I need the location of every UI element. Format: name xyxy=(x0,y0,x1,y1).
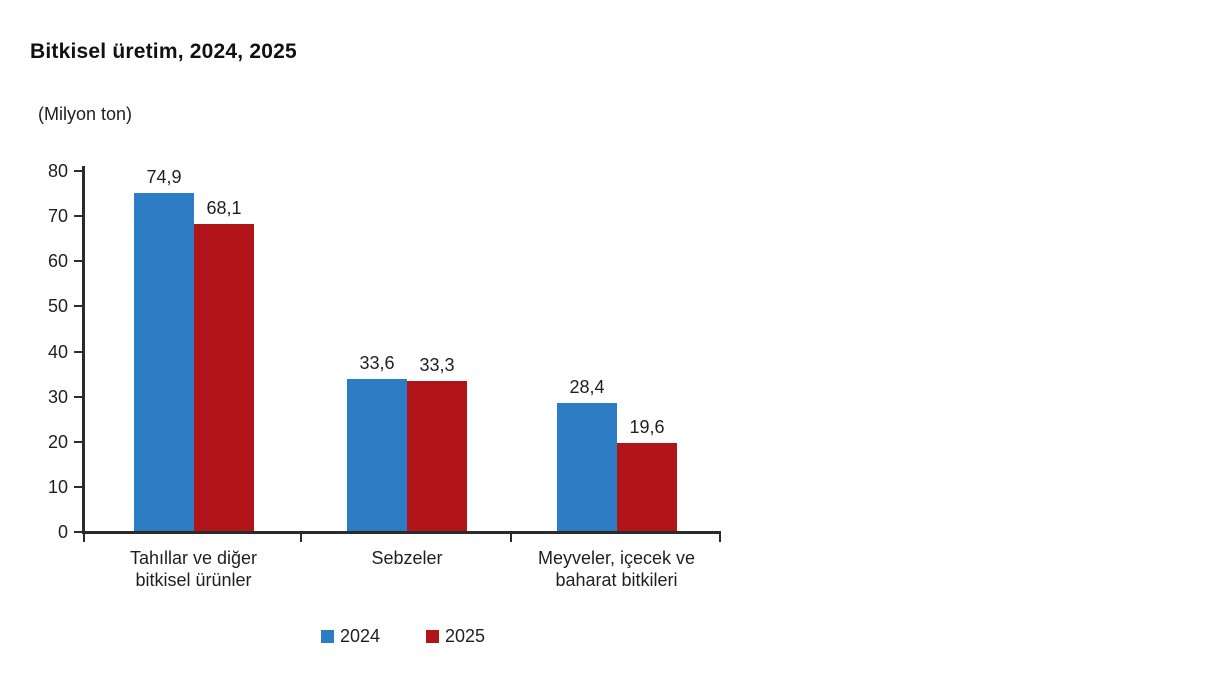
x-axis-category-label-line: Meyveler, içecek ve xyxy=(537,548,696,568)
chart-title: Bitkisel üretim, 2024, 2025 xyxy=(30,40,297,63)
y-axis-tick xyxy=(74,305,82,307)
bar-value-label-2024: 33,6 xyxy=(359,353,395,373)
x-axis-line xyxy=(82,531,721,534)
y-axis-tick xyxy=(74,215,82,217)
x-axis-category-label-line: bitkisel ürünler xyxy=(135,570,252,590)
legend-label: 2025 xyxy=(445,626,486,646)
legend-item-2024: 2024 xyxy=(320,626,380,647)
bar-value-label-2024: 28,4 xyxy=(569,377,605,397)
bar-value-label-2025: 19,6 xyxy=(629,417,665,437)
x-axis-category-label: Sebzeler xyxy=(277,547,537,569)
y-axis-tick-label: 60 xyxy=(47,251,68,271)
x-axis-tick xyxy=(83,534,85,542)
bar-value-label-2025: 68,1 xyxy=(206,198,242,218)
x-axis-tick xyxy=(719,534,721,542)
legend-label: 2024 xyxy=(339,626,380,646)
bar-2024 xyxy=(134,193,194,531)
bar-2025 xyxy=(617,443,677,531)
legend-item-2025: 2025 xyxy=(426,626,485,647)
y-axis-tick xyxy=(74,170,82,172)
y-axis-tick xyxy=(74,351,82,353)
x-axis-category-label-line: Tahıllar ve diğer xyxy=(129,548,258,568)
x-axis-category-label: Meyveler, içecek ve baharat bitkileri xyxy=(487,547,747,591)
y-axis-tick-label: 80 xyxy=(47,161,68,181)
y-axis-tick xyxy=(74,260,82,262)
legend-swatch-2025 xyxy=(426,630,439,643)
y-axis-tick xyxy=(74,441,82,443)
x-axis-tick xyxy=(300,534,302,542)
y-axis-tick-label: 40 xyxy=(47,342,68,362)
bar-value-label-2024: 74,9 xyxy=(146,167,182,187)
y-axis-tick-label: 30 xyxy=(47,387,68,407)
y-axis-tick-label: 70 xyxy=(47,206,68,226)
y-axis-tick-label: 0 xyxy=(57,522,68,542)
y-axis-tick-label: 50 xyxy=(47,296,68,316)
legend: 2024 2025 xyxy=(85,626,721,647)
bar-2024 xyxy=(557,403,617,531)
bar-value-label-2025: 33,3 xyxy=(419,355,455,375)
y-axis-tick-label: 20 xyxy=(47,432,68,452)
y-axis-tick xyxy=(74,531,82,533)
y-axis-tick xyxy=(74,396,82,398)
y-axis-line xyxy=(82,166,85,534)
x-axis-category-label-line: Sebzeler xyxy=(371,548,443,568)
chart-unit-label: (Milyon ton) xyxy=(38,104,133,124)
legend-swatch-2024 xyxy=(320,630,334,643)
bar-2025 xyxy=(407,381,467,531)
x-axis-tick xyxy=(510,534,512,542)
y-axis-tick xyxy=(74,486,82,488)
bar-2024 xyxy=(347,379,407,531)
bar-2025 xyxy=(194,224,254,531)
x-axis-category-label-line: baharat bitkileri xyxy=(555,570,678,590)
x-axis-category-label: Tahıllar ve diğer bitkisel ürünler xyxy=(64,547,324,591)
y-axis-tick-label: 10 xyxy=(47,477,68,497)
